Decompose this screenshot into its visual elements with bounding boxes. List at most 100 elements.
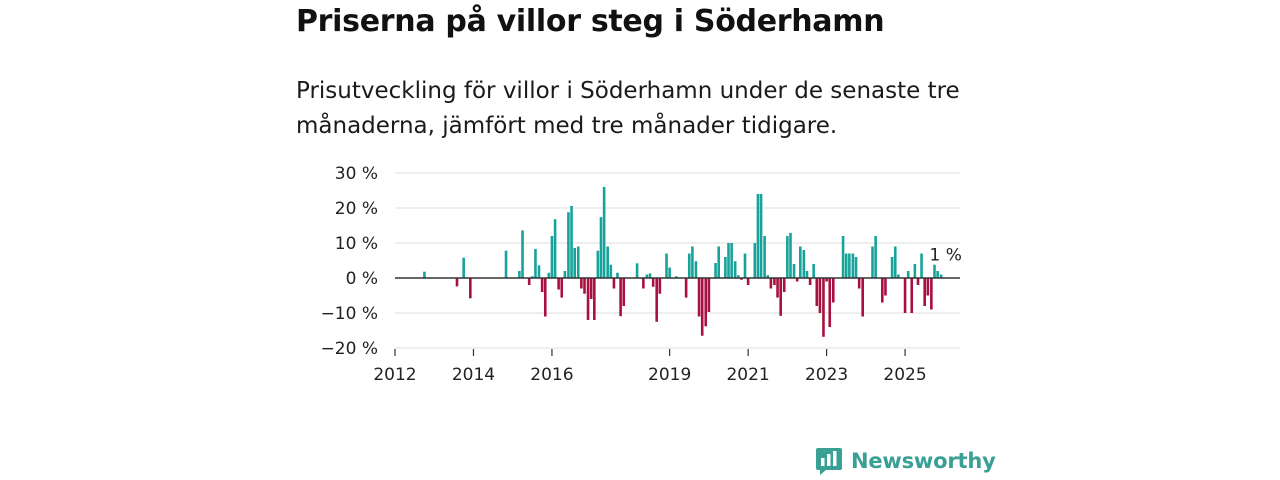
bar-negative <box>776 278 779 298</box>
bar-positive <box>521 230 524 278</box>
bar-positive <box>635 263 639 278</box>
bar-layer <box>423 187 943 337</box>
bar-negative <box>540 278 544 292</box>
bar-positive <box>518 271 521 278</box>
bar-positive <box>687 253 691 278</box>
bar-positive <box>897 274 900 278</box>
bar-positive <box>792 264 796 278</box>
bar-negative <box>923 278 926 306</box>
bar-positive <box>854 257 858 278</box>
bar-positive <box>567 212 570 278</box>
bar-positive <box>537 265 541 278</box>
bar-positive <box>913 264 917 278</box>
bar-positive <box>890 257 894 278</box>
bar-negative <box>583 278 586 294</box>
bar-positive <box>789 232 792 278</box>
bar-negative <box>700 278 704 336</box>
bar-positive <box>606 246 609 278</box>
y-tick-label: 10 % <box>335 234 378 254</box>
x-tick-label: 2014 <box>452 365 495 385</box>
bar-positive <box>668 267 671 278</box>
y-tick-label: 0 % <box>346 269 378 289</box>
x-tick-label: 2025 <box>883 365 926 385</box>
bar-positive <box>920 253 923 278</box>
bar-positive <box>576 246 580 278</box>
bar-negative <box>655 278 659 322</box>
bar-positive <box>694 261 698 278</box>
bar-positive <box>871 246 874 278</box>
bar-negative <box>580 278 583 289</box>
bar-positive <box>599 217 603 278</box>
bar-negative <box>586 278 590 320</box>
bar-negative <box>815 278 819 306</box>
x-tick-label: 2023 <box>805 365 848 385</box>
bar-negative <box>822 278 825 337</box>
bar-positive <box>936 271 939 278</box>
newsworthy-logo-icon <box>816 448 842 475</box>
bar-positive <box>602 187 606 278</box>
bar-negative <box>543 278 547 317</box>
newsworthy-brand[interactable]: Newsworthy <box>815 446 996 476</box>
bar-negative <box>884 278 887 296</box>
bar-negative <box>808 278 812 285</box>
bar-positive <box>616 272 619 278</box>
x-tick-label: 2021 <box>726 365 769 385</box>
bar-positive <box>665 253 668 278</box>
bar-negative <box>779 278 782 316</box>
bar-positive <box>504 250 508 278</box>
bar-negative <box>861 278 864 317</box>
bar-positive <box>733 261 737 278</box>
bar-positive <box>756 194 760 278</box>
bar-positive <box>727 243 730 278</box>
bar-positive <box>844 253 848 278</box>
bar-positive <box>717 246 720 278</box>
bar-positive <box>609 264 613 278</box>
bar-positive <box>550 236 554 278</box>
bar-positive <box>848 253 851 278</box>
chart-title: Priserna på villor steg i Söderhamn <box>296 4 885 39</box>
bar-positive <box>730 243 733 278</box>
bar-negative <box>560 278 564 298</box>
grid-layer <box>395 172 960 349</box>
bar-positive <box>805 271 809 278</box>
y-tick-label: −20 % <box>321 339 378 359</box>
bar-positive <box>893 246 897 278</box>
bar-negative <box>622 278 626 306</box>
bar-negative <box>589 278 593 299</box>
bar-positive <box>743 253 747 278</box>
bar-negative <box>684 278 688 298</box>
bar-negative <box>658 278 662 294</box>
bar-negative <box>612 278 616 289</box>
bar-positive <box>563 271 567 278</box>
bar-positive <box>724 257 727 278</box>
bar-negative <box>593 278 596 320</box>
bar-negative <box>857 278 861 289</box>
bar-positive <box>596 250 600 278</box>
bar-positive <box>553 219 557 278</box>
x-tick-label: 2016 <box>530 365 573 385</box>
bar-positive <box>645 274 649 278</box>
bar-negative <box>910 278 914 313</box>
bar-negative <box>916 278 920 285</box>
latest-value-annotation: 1 % <box>929 246 961 266</box>
bar-negative <box>619 278 622 317</box>
bar-positive <box>874 236 877 278</box>
bar-positive <box>763 236 766 278</box>
bar-negative <box>469 278 472 299</box>
bar-negative <box>881 278 884 303</box>
bar-negative <box>825 278 828 282</box>
bar-negative <box>782 278 786 292</box>
bar-negative <box>828 278 832 327</box>
bar-negative <box>455 278 459 287</box>
bar-positive <box>573 247 577 278</box>
bar-positive <box>648 273 652 278</box>
bar-positive <box>766 275 770 278</box>
bar-negative <box>773 278 776 285</box>
bar-positive <box>802 250 806 278</box>
axis-layer <box>394 277 960 356</box>
chart-subtitle: Prisutveckling för villor i Söderhamn un… <box>296 78 960 139</box>
bar-negative <box>697 278 701 317</box>
y-tick-label: 20 % <box>335 199 378 219</box>
bar-positive <box>906 271 910 278</box>
